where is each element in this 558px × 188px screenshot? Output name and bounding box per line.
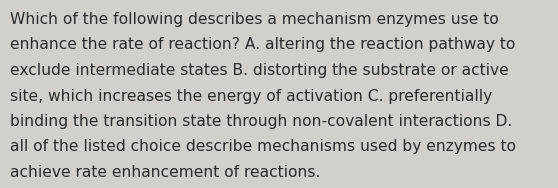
Text: enhance the rate of reaction? A. altering the reaction pathway to: enhance the rate of reaction? A. alterin… (10, 37, 516, 52)
Text: site, which increases the energy of activation C. preferentially: site, which increases the energy of acti… (10, 89, 492, 104)
Text: achieve rate enhancement of reactions.: achieve rate enhancement of reactions. (10, 165, 320, 180)
Text: Which of the following describes a mechanism enzymes use to: Which of the following describes a mecha… (10, 12, 499, 27)
Text: binding the transition state through non-covalent interactions D.: binding the transition state through non… (10, 114, 512, 129)
Text: all of the listed choice describe mechanisms used by enzymes to: all of the listed choice describe mechan… (10, 139, 516, 155)
Text: exclude intermediate states B. distorting the substrate or active: exclude intermediate states B. distortin… (10, 63, 509, 78)
